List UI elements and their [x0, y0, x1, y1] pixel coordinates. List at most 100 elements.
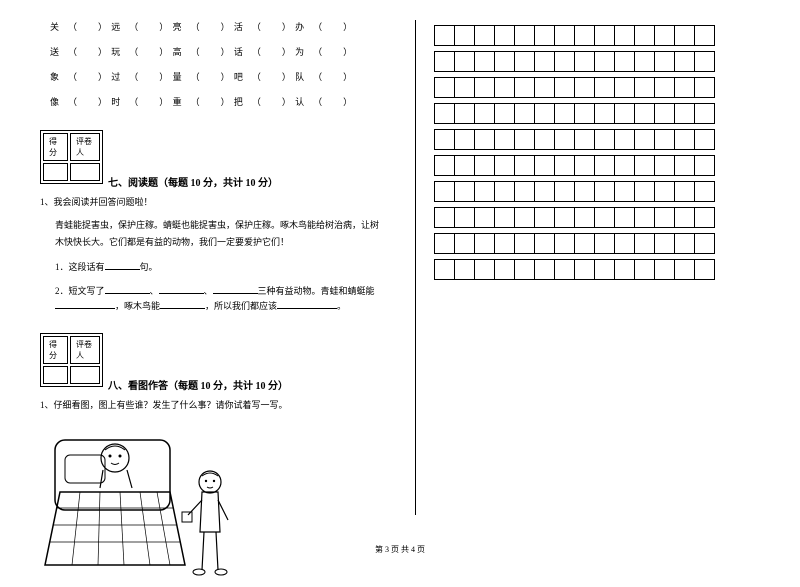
writing-cell[interactable] — [635, 130, 655, 150]
writing-cell[interactable] — [475, 26, 495, 46]
writing-cell[interactable] — [655, 156, 675, 176]
writing-cell[interactable] — [575, 130, 595, 150]
writing-cell[interactable] — [655, 78, 675, 98]
writing-cell[interactable] — [495, 104, 515, 124]
writing-cell[interactable] — [495, 208, 515, 228]
writing-cell[interactable] — [675, 260, 695, 280]
writing-cell[interactable] — [555, 182, 575, 202]
writing-cell[interactable] — [455, 182, 475, 202]
writing-cell[interactable] — [595, 234, 615, 254]
writing-grid[interactable] — [434, 25, 715, 280]
writing-cell[interactable] — [615, 26, 635, 46]
blank[interactable] — [213, 284, 258, 294]
writing-cell[interactable] — [575, 260, 595, 280]
writing-cell[interactable] — [535, 52, 555, 72]
writing-cell[interactable] — [495, 52, 515, 72]
writing-cell[interactable] — [695, 26, 715, 46]
writing-cell[interactable] — [515, 26, 535, 46]
writing-cell[interactable] — [495, 26, 515, 46]
blank[interactable] — [105, 260, 140, 270]
writing-cell[interactable] — [695, 182, 715, 202]
writing-cell[interactable] — [495, 234, 515, 254]
writing-cell[interactable] — [475, 182, 495, 202]
writing-cell[interactable] — [515, 234, 535, 254]
writing-cell[interactable] — [595, 156, 615, 176]
writing-cell[interactable] — [555, 104, 575, 124]
writing-cell[interactable] — [575, 52, 595, 72]
writing-cell[interactable] — [575, 234, 595, 254]
writing-cell[interactable] — [435, 156, 455, 176]
writing-cell[interactable] — [615, 156, 635, 176]
writing-cell[interactable] — [555, 52, 575, 72]
writing-cell[interactable] — [635, 182, 655, 202]
writing-cell[interactable] — [695, 130, 715, 150]
writing-cell[interactable] — [435, 78, 455, 98]
writing-cell[interactable] — [595, 182, 615, 202]
writing-cell[interactable] — [455, 52, 475, 72]
writing-cell[interactable] — [435, 26, 455, 46]
writing-cell[interactable] — [595, 26, 615, 46]
writing-cell[interactable] — [575, 104, 595, 124]
writing-cell[interactable] — [555, 208, 575, 228]
blank[interactable] — [160, 299, 205, 309]
writing-cell[interactable] — [475, 52, 495, 72]
writing-cell[interactable] — [495, 156, 515, 176]
writing-cell[interactable] — [455, 208, 475, 228]
writing-cell[interactable] — [555, 156, 575, 176]
writing-cell[interactable] — [655, 26, 675, 46]
writing-cell[interactable] — [455, 26, 475, 46]
writing-cell[interactable] — [575, 208, 595, 228]
writing-cell[interactable] — [435, 208, 455, 228]
writing-cell[interactable] — [695, 208, 715, 228]
writing-cell[interactable] — [655, 52, 675, 72]
writing-cell[interactable] — [675, 130, 695, 150]
writing-cell[interactable] — [615, 130, 635, 150]
writing-cell[interactable] — [455, 156, 475, 176]
writing-cell[interactable] — [475, 156, 495, 176]
writing-cell[interactable] — [555, 130, 575, 150]
writing-cell[interactable] — [635, 208, 655, 228]
writing-cell[interactable] — [675, 78, 695, 98]
writing-cell[interactable] — [455, 78, 475, 98]
writing-cell[interactable] — [595, 130, 615, 150]
writing-cell[interactable] — [555, 78, 575, 98]
writing-cell[interactable] — [675, 208, 695, 228]
writing-cell[interactable] — [435, 130, 455, 150]
writing-cell[interactable] — [575, 26, 595, 46]
blank[interactable] — [277, 299, 337, 309]
writing-cell[interactable] — [515, 208, 535, 228]
writing-cell[interactable] — [655, 182, 675, 202]
writing-cell[interactable] — [475, 234, 495, 254]
writing-cell[interactable] — [535, 234, 555, 254]
writing-cell[interactable] — [675, 234, 695, 254]
writing-cell[interactable] — [435, 260, 455, 280]
writing-cell[interactable] — [535, 26, 555, 46]
writing-cell[interactable] — [475, 104, 495, 124]
writing-cell[interactable] — [655, 208, 675, 228]
writing-cell[interactable] — [435, 234, 455, 254]
writing-cell[interactable] — [615, 104, 635, 124]
writing-cell[interactable] — [495, 78, 515, 98]
writing-cell[interactable] — [455, 260, 475, 280]
writing-cell[interactable] — [535, 104, 555, 124]
writing-cell[interactable] — [635, 104, 655, 124]
writing-cell[interactable] — [515, 130, 535, 150]
blank[interactable] — [159, 284, 204, 294]
writing-cell[interactable] — [535, 182, 555, 202]
writing-cell[interactable] — [655, 130, 675, 150]
writing-cell[interactable] — [615, 208, 635, 228]
writing-cell[interactable] — [675, 52, 695, 72]
writing-cell[interactable] — [635, 234, 655, 254]
writing-cell[interactable] — [695, 52, 715, 72]
writing-cell[interactable] — [515, 260, 535, 280]
writing-cell[interactable] — [615, 52, 635, 72]
writing-cell[interactable] — [675, 182, 695, 202]
writing-cell[interactable] — [435, 104, 455, 124]
writing-cell[interactable] — [575, 78, 595, 98]
writing-cell[interactable] — [615, 182, 635, 202]
writing-cell[interactable] — [615, 260, 635, 280]
writing-cell[interactable] — [635, 52, 655, 72]
writing-cell[interactable] — [535, 208, 555, 228]
writing-cell[interactable] — [455, 234, 475, 254]
writing-cell[interactable] — [535, 156, 555, 176]
